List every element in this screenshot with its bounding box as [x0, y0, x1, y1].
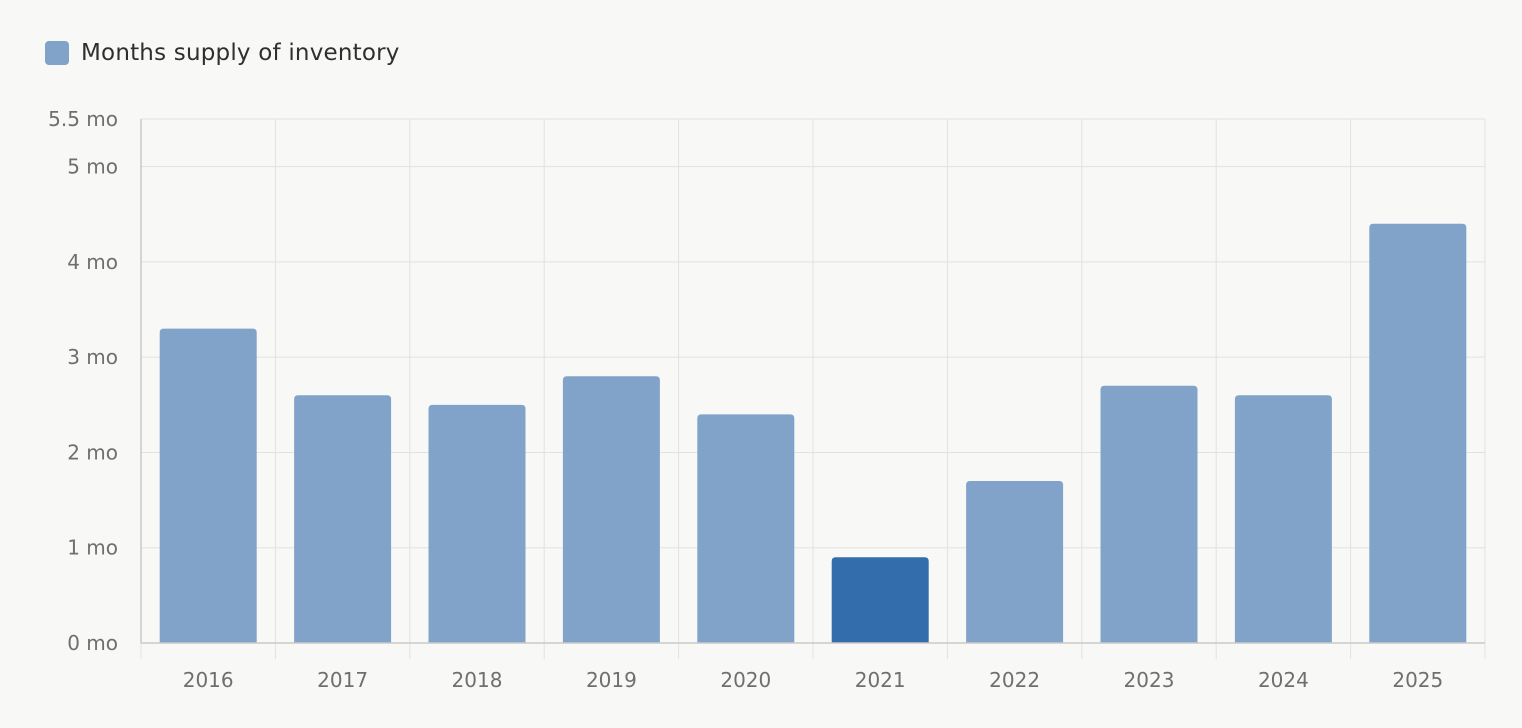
- bar-2018[interactable]: [428, 404, 526, 643]
- y-tick-label: 5 mo: [67, 155, 118, 179]
- y-tick-label: 1 mo: [67, 536, 118, 560]
- grid-lines: [141, 118, 1486, 643]
- x-tick-label: 2020: [720, 668, 771, 692]
- legend-label: Months supply of inventory: [81, 40, 400, 66]
- bar-2020[interactable]: [697, 414, 795, 643]
- tick-labels: 0 mo 1 mo 2 mo 3 mo 4 mo 5 mo 5.5 mo 2016 2017 20…: [48, 107, 1443, 692]
- x-tick-label: 2024: [1258, 668, 1309, 692]
- bar-2023[interactable]: [1100, 385, 1198, 643]
- y-tick-label: 3 mo: [67, 345, 118, 369]
- axes: [140, 119, 1486, 659]
- x-tick-label: 2017: [317, 668, 368, 692]
- x-tick-label: 2018: [452, 668, 503, 692]
- x-tick-label: 2016: [183, 668, 234, 692]
- bar-2016[interactable]: [159, 328, 257, 643]
- y-tick-label: 2 mo: [67, 440, 118, 464]
- bar-2025[interactable]: [1369, 223, 1467, 644]
- chart-legend: Months supply of inventory: [45, 40, 400, 66]
- y-tick-label: 0 mo: [67, 631, 118, 655]
- y-tick-label: 5.5 mo: [48, 107, 118, 131]
- y-tick-label: 4 mo: [67, 250, 118, 274]
- bars: [159, 223, 1467, 644]
- bar-2017[interactable]: [294, 395, 392, 643]
- legend-swatch: [45, 41, 69, 65]
- bar-2019[interactable]: [562, 376, 660, 643]
- x-tick-label: 2022: [989, 668, 1040, 692]
- x-tick-label: 2023: [1124, 668, 1175, 692]
- x-tick-label: 2021: [855, 668, 906, 692]
- x-tick-label: 2019: [586, 668, 637, 692]
- bar-2024[interactable]: [1234, 395, 1332, 643]
- bar-2021[interactable]: [831, 557, 929, 643]
- bar-2022[interactable]: [966, 481, 1064, 643]
- x-tick-label: 2025: [1392, 668, 1443, 692]
